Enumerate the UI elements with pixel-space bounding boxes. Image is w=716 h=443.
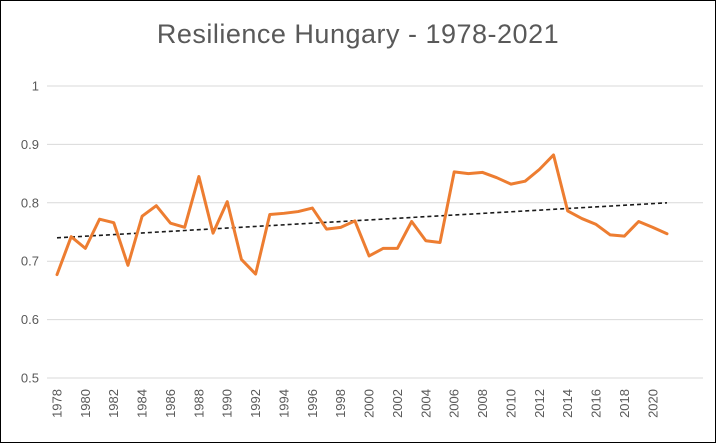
gridlines bbox=[47, 85, 703, 379]
x-tick-label: 1996 bbox=[305, 389, 320, 418]
x-tick-label: 2000 bbox=[362, 389, 377, 418]
x-tick-label: 2006 bbox=[447, 389, 462, 418]
x-tick-label: 2018 bbox=[617, 389, 632, 418]
x-tick-label: 1978 bbox=[50, 389, 65, 418]
x-tick-label: 1992 bbox=[248, 389, 263, 418]
x-tick-label: 2012 bbox=[532, 389, 547, 418]
x-tick-label: 1988 bbox=[191, 389, 206, 418]
chart-title: Resilience Hungary - 1978-2021 bbox=[156, 19, 560, 49]
y-tick-label: 0.7 bbox=[21, 254, 39, 269]
data-series-line bbox=[55, 153, 669, 277]
y-tick-label: 0.5 bbox=[21, 371, 39, 386]
x-tick-label: 2004 bbox=[418, 389, 433, 418]
x-tick-label: 1986 bbox=[163, 389, 178, 418]
x-tick-label: 2008 bbox=[475, 389, 490, 418]
x-tick-label: 2020 bbox=[645, 389, 660, 418]
x-tick-label: 2014 bbox=[560, 389, 575, 418]
y-tick-label: 0.8 bbox=[21, 195, 39, 210]
y-tick-label: 1 bbox=[32, 79, 39, 94]
y-tick-label: 0.9 bbox=[21, 137, 39, 152]
x-tick-label: 1982 bbox=[106, 389, 121, 418]
x-tick-label: 1994 bbox=[276, 389, 291, 418]
x-tick-label: 1984 bbox=[135, 389, 150, 418]
x-tick-label: 1980 bbox=[78, 389, 93, 418]
x-tick-label: 1990 bbox=[220, 389, 235, 418]
x-tick-label: 2002 bbox=[390, 389, 405, 418]
y-axis-tick-labels: 1 0.9 0.8 0.7 0.6 0.5 bbox=[21, 79, 39, 386]
x-tick-label: 2010 bbox=[503, 389, 518, 418]
x-tick-label: 1998 bbox=[333, 389, 348, 418]
trend-line-group bbox=[56, 202, 668, 239]
data-series-group bbox=[55, 153, 669, 277]
x-axis-tick-labels: 1978 1980 1982 1984 1986 1988 1990 1992 1994 1996… bbox=[50, 389, 661, 418]
x-tick-label: 2016 bbox=[589, 389, 604, 418]
trend-line bbox=[56, 202, 668, 239]
y-tick-label: 0.6 bbox=[21, 312, 39, 327]
